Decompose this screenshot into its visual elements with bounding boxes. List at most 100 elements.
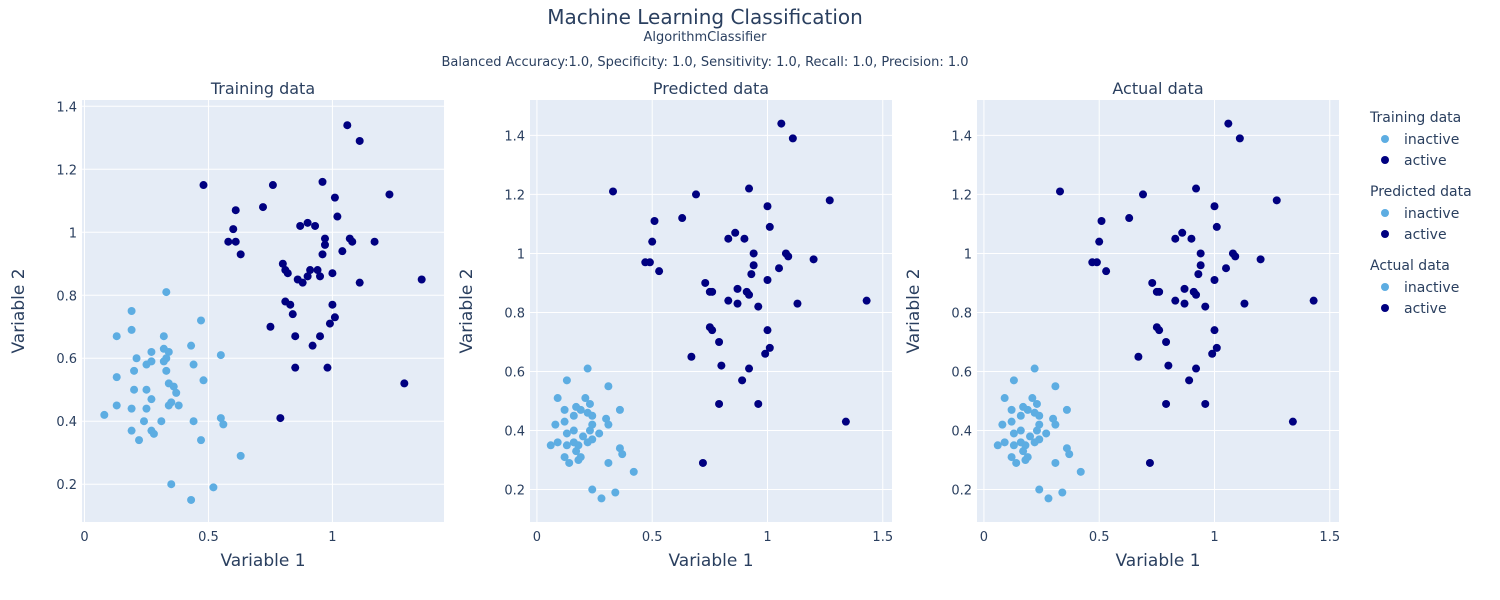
data-point-inactive[interactable] bbox=[546, 441, 555, 450]
data-point-inactive[interactable] bbox=[998, 420, 1007, 429]
legend-item-label[interactable]: active bbox=[1404, 153, 1447, 169]
data-point-active[interactable] bbox=[320, 240, 329, 249]
data-point-inactive[interactable] bbox=[1009, 441, 1018, 450]
data-point-active[interactable] bbox=[236, 250, 245, 259]
data-point-inactive[interactable] bbox=[159, 332, 168, 341]
data-point-active[interactable] bbox=[308, 341, 317, 350]
data-point-inactive[interactable] bbox=[551, 420, 560, 429]
legend-marker-inactive[interactable] bbox=[1381, 283, 1389, 291]
data-point-active[interactable] bbox=[318, 177, 327, 186]
data-point-inactive[interactable] bbox=[130, 385, 139, 394]
data-point-inactive[interactable] bbox=[216, 351, 225, 360]
data-point-inactive[interactable] bbox=[164, 401, 173, 410]
data-point-active[interactable] bbox=[825, 196, 834, 205]
data-point-active[interactable] bbox=[733, 284, 742, 293]
data-point-active[interactable] bbox=[738, 376, 747, 385]
data-point-active[interactable] bbox=[1192, 184, 1201, 193]
data-point-inactive[interactable] bbox=[604, 420, 613, 429]
data-point-active[interactable] bbox=[1180, 299, 1189, 308]
data-point-active[interactable] bbox=[745, 290, 754, 299]
data-point-inactive[interactable] bbox=[147, 395, 156, 404]
data-point-inactive[interactable] bbox=[187, 495, 196, 504]
data-point-inactive[interactable] bbox=[127, 307, 136, 315]
data-point-inactive[interactable] bbox=[142, 360, 151, 369]
data-point-active[interactable] bbox=[1162, 399, 1171, 408]
data-point-inactive[interactable] bbox=[553, 438, 562, 447]
data-point-active[interactable] bbox=[325, 319, 334, 328]
data-point-inactive[interactable] bbox=[1051, 382, 1060, 391]
data-point-inactive[interactable] bbox=[112, 373, 121, 382]
data-point-active[interactable] bbox=[1102, 267, 1111, 276]
data-point-active[interactable] bbox=[1272, 196, 1281, 205]
data-point-active[interactable] bbox=[286, 300, 295, 309]
data-point-inactive[interactable] bbox=[1009, 429, 1018, 438]
data-point-active[interactable] bbox=[698, 458, 707, 467]
data-point-active[interactable] bbox=[1288, 417, 1297, 426]
legend-marker-active[interactable] bbox=[1381, 230, 1389, 238]
data-point-inactive[interactable] bbox=[1026, 432, 1035, 441]
data-point-active[interactable] bbox=[862, 296, 871, 305]
data-point-active[interactable] bbox=[1201, 399, 1210, 408]
data-point-inactive[interactable] bbox=[560, 453, 569, 462]
data-point-inactive[interactable] bbox=[1019, 447, 1028, 456]
data-point-active[interactable] bbox=[231, 237, 240, 246]
data-point-active[interactable] bbox=[1095, 237, 1104, 246]
data-point-active[interactable] bbox=[323, 363, 332, 372]
data-point-active[interactable] bbox=[348, 237, 357, 246]
data-point-inactive[interactable] bbox=[1000, 438, 1009, 447]
data-point-inactive[interactable] bbox=[562, 441, 571, 450]
data-point-active[interactable] bbox=[311, 221, 320, 230]
data-point-active[interactable] bbox=[733, 299, 742, 308]
data-point-active[interactable] bbox=[199, 181, 208, 190]
data-point-active[interactable] bbox=[1210, 202, 1219, 211]
data-point-inactive[interactable] bbox=[216, 414, 225, 423]
data-point-active[interactable] bbox=[1148, 278, 1157, 287]
data-point-inactive[interactable] bbox=[189, 360, 198, 369]
data-point-inactive[interactable] bbox=[127, 325, 136, 334]
data-point-inactive[interactable] bbox=[583, 364, 592, 373]
data-point-active[interactable] bbox=[1145, 458, 1154, 467]
data-point-active[interactable] bbox=[1222, 264, 1231, 273]
data-point-active[interactable] bbox=[1256, 255, 1265, 264]
data-point-active[interactable] bbox=[648, 237, 657, 246]
data-point-inactive[interactable] bbox=[1062, 405, 1071, 414]
legend-marker-inactive[interactable] bbox=[1381, 209, 1389, 217]
data-point-inactive[interactable] bbox=[147, 347, 156, 356]
data-point-inactive[interactable] bbox=[588, 411, 597, 420]
data-point-active[interactable] bbox=[1162, 337, 1171, 346]
data-point-active[interactable] bbox=[355, 136, 364, 145]
data-point-inactive[interactable] bbox=[1051, 458, 1060, 467]
data-point-active[interactable] bbox=[291, 363, 300, 372]
data-point-inactive[interactable] bbox=[553, 394, 562, 403]
data-point-active[interactable] bbox=[296, 221, 305, 230]
legend-item-label[interactable]: inactive bbox=[1404, 206, 1459, 222]
data-point-active[interactable] bbox=[761, 349, 770, 358]
data-point-inactive[interactable] bbox=[149, 429, 158, 438]
data-point-inactive[interactable] bbox=[157, 417, 166, 426]
data-point-active[interactable] bbox=[715, 337, 724, 346]
data-point-active[interactable] bbox=[754, 399, 763, 408]
data-point-active[interactable] bbox=[645, 258, 654, 267]
data-point-inactive[interactable] bbox=[162, 366, 171, 375]
data-point-active[interactable] bbox=[291, 332, 300, 341]
data-point-inactive[interactable] bbox=[1021, 456, 1030, 465]
data-point-active[interactable] bbox=[763, 276, 772, 285]
data-point-active[interactable] bbox=[224, 237, 233, 246]
data-point-inactive[interactable] bbox=[1058, 488, 1067, 497]
data-point-active[interactable] bbox=[328, 269, 337, 278]
data-point-inactive[interactable] bbox=[565, 458, 574, 467]
data-point-inactive[interactable] bbox=[618, 450, 627, 459]
data-point-active[interactable] bbox=[731, 228, 740, 237]
data-point-inactive[interactable] bbox=[127, 426, 136, 435]
data-point-active[interactable] bbox=[268, 181, 277, 190]
data-point-active[interactable] bbox=[1196, 249, 1205, 258]
data-point-active[interactable] bbox=[793, 299, 802, 308]
data-point-active[interactable] bbox=[609, 187, 618, 196]
data-point-active[interactable] bbox=[400, 379, 409, 388]
data-point-active[interactable] bbox=[1092, 258, 1101, 267]
data-point-active[interactable] bbox=[1139, 190, 1148, 199]
legend-group[interactable]: Training data inactive active bbox=[1369, 110, 1461, 169]
data-point-inactive[interactable] bbox=[127, 404, 136, 413]
data-point-inactive[interactable] bbox=[1076, 467, 1085, 476]
data-point-inactive[interactable] bbox=[112, 332, 121, 341]
